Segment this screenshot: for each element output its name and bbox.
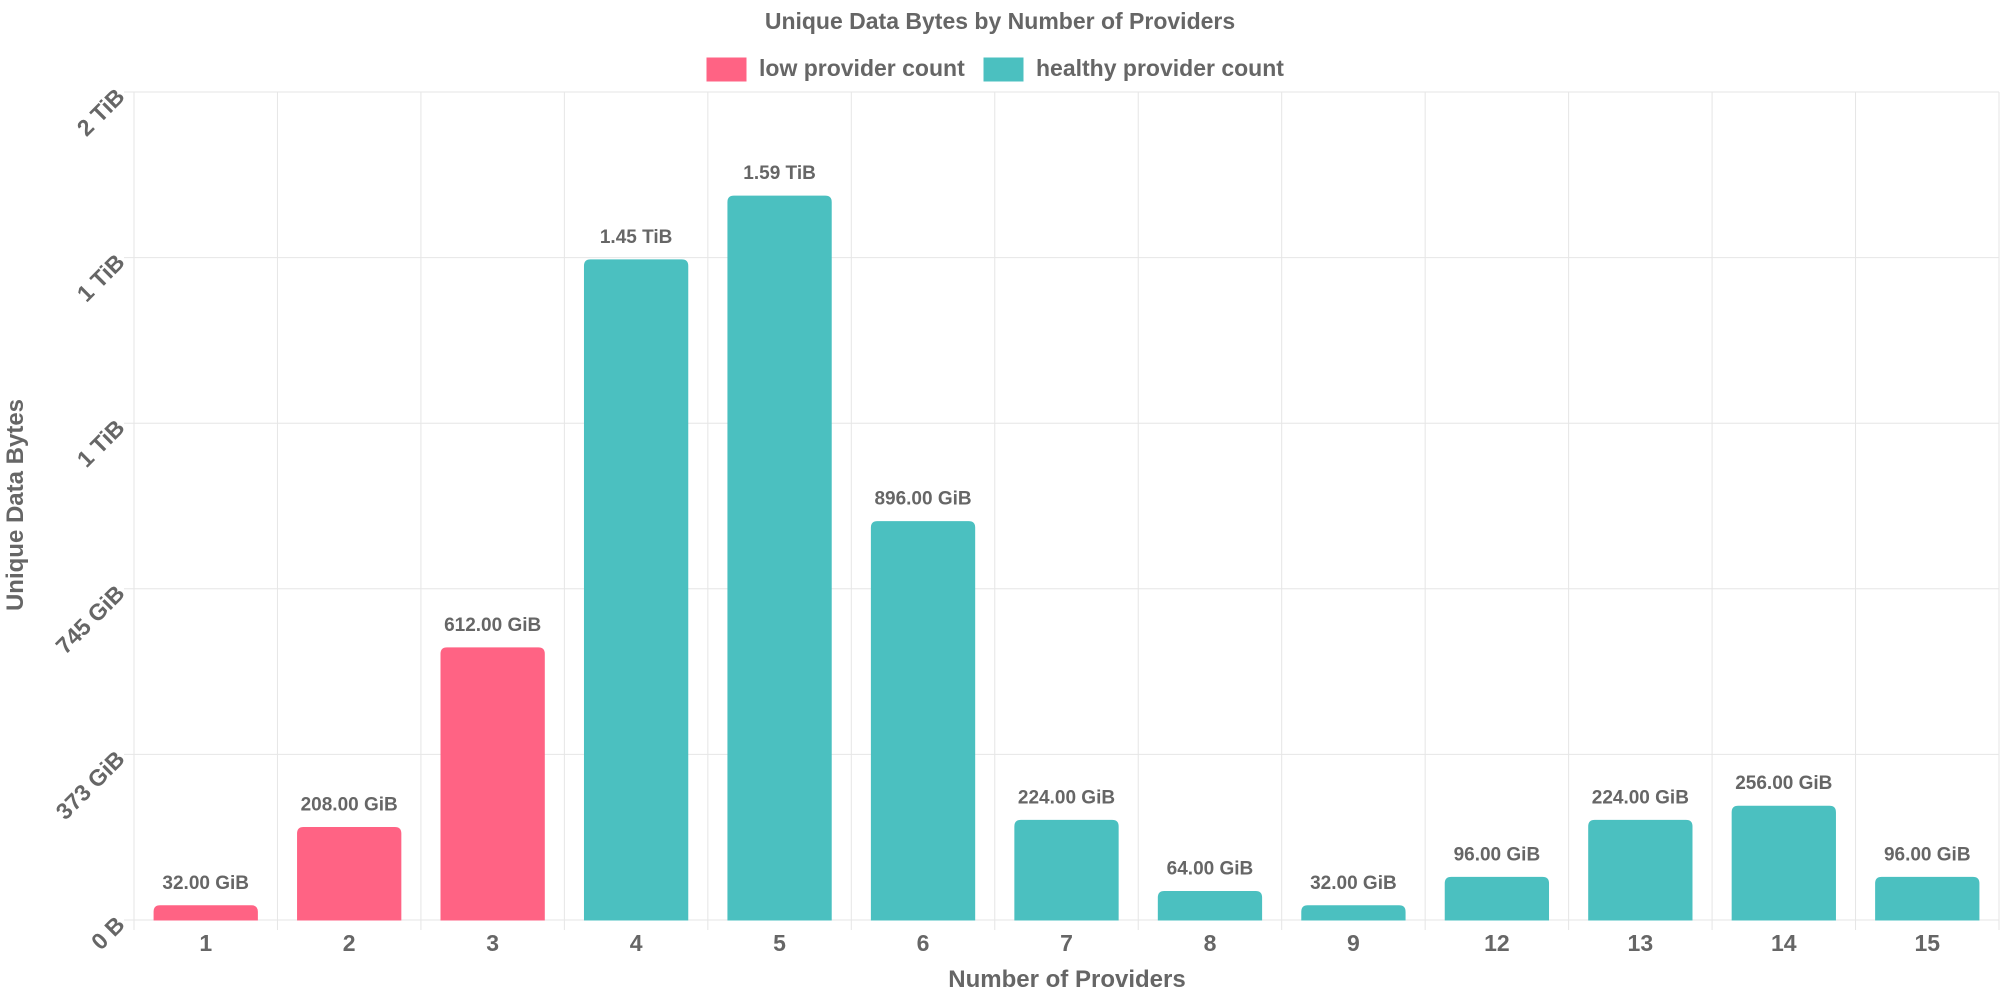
x-tick-label-5: 5 xyxy=(773,930,786,956)
bar-7[interactable] xyxy=(1014,819,1119,921)
legend: low provider count healthy provider coun… xyxy=(706,55,1284,82)
bar-3[interactable] xyxy=(440,647,545,921)
chart-title: Unique Data Bytes by Number of Providers xyxy=(765,8,1235,34)
data-label-6: 896.00 GiB xyxy=(874,489,971,510)
gridlines xyxy=(124,91,2000,930)
x-tick-label-6: 6 xyxy=(917,930,930,956)
y-tick-label: 373 GiB xyxy=(51,746,130,825)
data-label-1: 32.00 GiB xyxy=(162,873,249,894)
y-tick-label: 1 TiB xyxy=(72,249,130,307)
x-tick-label-1: 1 xyxy=(199,930,212,956)
legend-label-healthy: healthy provider count xyxy=(1036,55,1284,81)
data-label-14: 256.00 GiB xyxy=(1735,773,1832,794)
bar-1[interactable] xyxy=(153,905,258,921)
x-tick-label-3: 3 xyxy=(486,930,499,956)
bar-9[interactable] xyxy=(1301,905,1406,921)
bar-6[interactable] xyxy=(870,521,976,921)
x-tick-label-9: 9 xyxy=(1347,930,1360,956)
legend-label-low: low provider count xyxy=(759,55,965,81)
data-label-2: 208.00 GiB xyxy=(301,795,398,816)
data-label-9: 32.00 GiB xyxy=(1310,873,1397,894)
y-axis-title: Unique Data Bytes xyxy=(2,399,29,611)
data-label-5: 1.59 TiB xyxy=(743,163,816,184)
data-labels: 32.00 GiB 208.00 GiB 612.00 GiB 1.45 TiB 1.5… xyxy=(162,163,1970,894)
bars xyxy=(153,195,1980,921)
bar-13[interactable] xyxy=(1588,819,1693,921)
x-tick-label-12: 12 xyxy=(1484,930,1510,956)
bar-5[interactable] xyxy=(727,195,832,921)
data-label-15: 96.00 GiB xyxy=(1884,844,1971,865)
data-label-7: 224.00 GiB xyxy=(1018,787,1115,808)
data-label-8: 64.00 GiB xyxy=(1167,859,1254,880)
y-tick-label: 745 GiB xyxy=(51,580,130,659)
y-tick-label: 0 B xyxy=(86,911,130,955)
bar-2[interactable] xyxy=(297,827,402,921)
x-tick-label-7: 7 xyxy=(1060,930,1073,956)
data-label-4: 1.45 TiB xyxy=(600,227,673,248)
bar-8[interactable] xyxy=(1157,891,1263,921)
y-tick-label: 1 TiB xyxy=(72,414,130,472)
x-tick-label-2: 2 xyxy=(343,930,356,956)
x-tick-label-15: 15 xyxy=(1914,930,1940,956)
x-tick-label-14: 14 xyxy=(1771,930,1797,956)
y-tick-label: 2 TiB xyxy=(72,83,130,141)
bar-4[interactable] xyxy=(583,259,689,921)
data-label-13: 224.00 GiB xyxy=(1592,787,1689,808)
legend-swatch-healthy xyxy=(983,57,1024,82)
y-axis-ticks: 0 B 373 GiB 745 GiB 1 TiB 1 TiB 2 TiB xyxy=(51,83,130,955)
x-tick-label-8: 8 xyxy=(1204,930,1217,956)
legend-swatch-low xyxy=(706,57,747,82)
legend-item-healthy[interactable]: healthy provider count xyxy=(983,55,1284,82)
x-axis-title: Number of Providers xyxy=(948,966,1185,993)
data-label-12: 96.00 GiB xyxy=(1454,844,1541,865)
x-tick-label-4: 4 xyxy=(630,930,643,956)
bar-14[interactable] xyxy=(1731,805,1836,921)
legend-item-low[interactable]: low provider count xyxy=(706,55,965,82)
data-label-3: 612.00 GiB xyxy=(444,615,541,636)
x-axis-ticks: 1 2 3 4 5 6 7 8 9 12 13 14 15 xyxy=(199,930,1940,956)
bar-12[interactable] xyxy=(1444,876,1550,921)
x-tick-label-13: 13 xyxy=(1628,930,1654,956)
bar-15[interactable] xyxy=(1875,876,1980,921)
